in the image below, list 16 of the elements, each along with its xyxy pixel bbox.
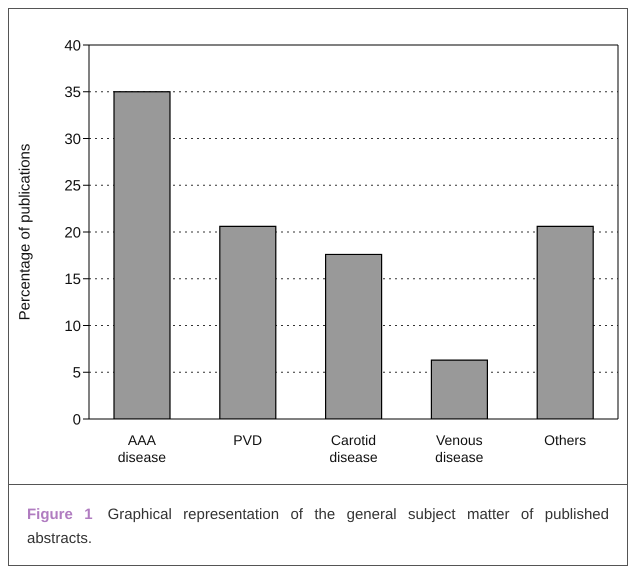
y-tick-label: 10 bbox=[64, 318, 81, 335]
x-tick-label: Others bbox=[544, 432, 586, 448]
y-axis-title: Percentage of publications bbox=[16, 144, 34, 320]
y-tick-label: 15 bbox=[64, 271, 81, 288]
x-tick-label: Carotid disease bbox=[329, 432, 378, 465]
y-tick-label: 25 bbox=[64, 178, 81, 195]
x-tick-label: AAA disease bbox=[118, 432, 166, 465]
y-tick-label: 20 bbox=[64, 224, 81, 242]
caption: Figure 1 Graphical representation of the general subject matter of published abstracts. bbox=[26, 505, 610, 549]
y-tick-label: 0 bbox=[72, 411, 81, 428]
y-tick-label: 5 bbox=[72, 364, 81, 382]
x-tick-label: PVD bbox=[233, 432, 262, 448]
y-tick-label: 30 bbox=[64, 130, 81, 148]
y-tick-label: 35 bbox=[64, 84, 81, 102]
x-tick-label: Venous disease bbox=[435, 432, 484, 465]
y-tick-label: 40 bbox=[64, 37, 81, 54]
